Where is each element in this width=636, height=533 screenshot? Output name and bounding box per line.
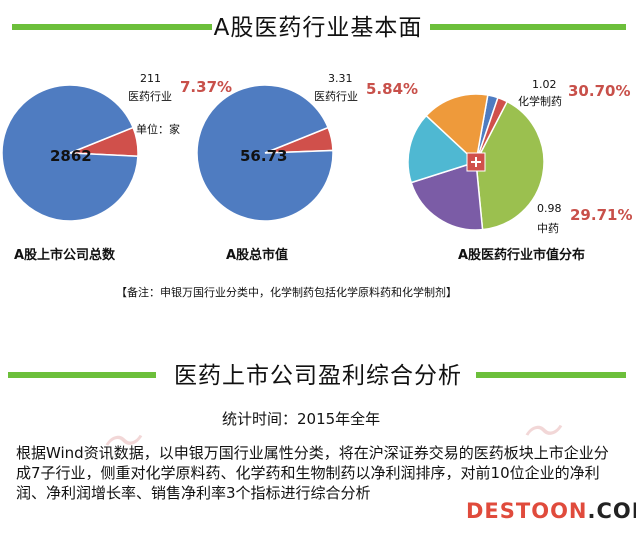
pie3-slice2-value: 0.98 (537, 202, 562, 215)
brand-prefix: DESTOON (466, 499, 588, 523)
section1-title: A股医药行业基本面 (213, 15, 423, 41)
analysis-paragraph: 根据Wind资讯数据，以申银万国行业属性分类，将在沪深证券交易的医药板块上市企业… (16, 444, 609, 502)
pie1-slice2-value: 211 (140, 72, 161, 85)
pie3-slice2-label: 中药 (537, 222, 559, 235)
section2-title: 医药上市公司盈利综合分析 (174, 363, 462, 389)
pie3-slice1-percent: 30.70% (568, 82, 631, 100)
footnote: 【备注：申银万国行业分类中，化学制药包括化学原料药和化学制剂】 (116, 286, 457, 299)
pie1-main-value: 2862 (50, 147, 92, 165)
pie2-slice2-label: 医药行业 (314, 90, 358, 103)
pie2-main-value: 56.73 (240, 147, 288, 165)
brand-logo: DESTOON.COM (466, 499, 636, 523)
pie3-slice1-label: 化学制药 (518, 95, 562, 108)
brand-suffix: .COM (587, 499, 636, 523)
pie1-caption: A股上市公司总数 (14, 248, 116, 263)
pie1-slice2-percent: 7.37% (180, 78, 233, 96)
left-green-bar (12, 24, 212, 30)
pie-pharma-distribution (407, 93, 545, 231)
pie2-slice-1 (196, 84, 334, 222)
pie2-caption: A股总市值 (226, 248, 289, 263)
pie3-slice2-percent: 29.71% (570, 206, 633, 224)
pie-charts (1, 84, 545, 231)
section1-header: A股医药行业基本面 (0, 6, 636, 46)
pie3-slice-5 (407, 114, 478, 184)
pie-total-market-value (196, 84, 334, 222)
section2-header: 医药上市公司盈利综合分析 (0, 354, 636, 394)
right-green-bar (430, 24, 626, 30)
left-green-bar-2 (8, 372, 156, 378)
right-green-bar-2 (476, 372, 626, 378)
pie3-slice-3 (475, 100, 545, 231)
pie1-slice2-label: 医药行业 (128, 90, 172, 103)
pie1-unit-label: 单位：家 (136, 123, 180, 136)
pie1-slice-1 (1, 84, 139, 222)
pie3-slice1-value: 1.02 (532, 78, 557, 91)
pie-total-companies (1, 84, 139, 222)
pie3-caption: A股医药行业市值分布 (458, 248, 586, 263)
center-plus-icon (471, 157, 481, 167)
pie2-slice2-percent: 5.84% (366, 80, 419, 98)
pie3-slice-4 (410, 161, 484, 231)
pie2-slice2-value: 3.31 (328, 72, 353, 85)
stat-time: 统计时间：2015年全年 (222, 410, 381, 428)
pie3-slice-6 (425, 93, 489, 164)
